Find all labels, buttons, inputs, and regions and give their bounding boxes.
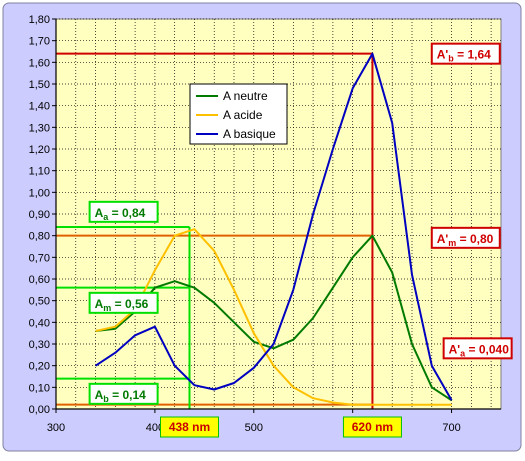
- y-tick-label: 1,30: [29, 122, 50, 134]
- y-tick-label: 1,80: [29, 14, 50, 26]
- y-tick-label: 0,20: [29, 361, 50, 373]
- y-tick-label: 0,40: [29, 317, 50, 329]
- annotation-label-aa: Aa = 0,84: [95, 206, 146, 222]
- y-tick-label: 1,70: [29, 36, 50, 48]
- y-tick-label: 0,70: [29, 252, 50, 264]
- y-tick-label: 1,10: [29, 166, 50, 178]
- y-tick-label: 0,00: [29, 404, 50, 416]
- annotation-box-am: [88, 291, 159, 314]
- x-tick-label: 500: [245, 422, 263, 434]
- annotation-label-ab: Ab = 0,14: [95, 388, 147, 404]
- x-tick-label: 400: [146, 422, 164, 434]
- annotation-box-aa: [88, 200, 159, 223]
- y-tick-label: 0,60: [29, 274, 50, 286]
- series-lines: [95, 52, 453, 406]
- axes: 0,00 0,10 0,20 0,30 0,40 0,50 0,60 0,70 0,80 0,90…: [29, 14, 501, 434]
- wavelength-label-lambda-620: 620 nm: [352, 420, 393, 434]
- legend-entry: A neutre: [223, 89, 268, 103]
- y-tick-label: 1,40: [29, 101, 50, 113]
- series-line-a-acide: [95, 228, 452, 406]
- annotation-label-am: Am = 0,56: [95, 297, 149, 313]
- y-tick-label: 0,80: [29, 231, 50, 243]
- y-tick-label: 1,20: [29, 144, 50, 156]
- y-tick-label: 1,60: [29, 57, 50, 69]
- annotations: A'b = 1,64 A'm = 0,80 A'a = 0,040 Aa = 0,84…: [88, 42, 513, 438]
- annotation-box-aa_prime: [442, 337, 513, 360]
- annotation-label-ab_prime: A'b = 1,64: [437, 48, 491, 64]
- legend-entry: A basique: [223, 127, 276, 141]
- series-line-a-basique: [95, 52, 453, 401]
- legend: A neutre A acide A basique: [189, 83, 288, 145]
- wavelength-label-lambda-438: 438 nm: [169, 420, 210, 434]
- legend-entry: A acide: [223, 108, 263, 122]
- y-tick-label: 0,90: [29, 209, 50, 221]
- wavelength-box-lambda-438: [160, 416, 219, 438]
- x-tick-label: 700: [442, 422, 460, 434]
- x-tick-label: 300: [47, 422, 65, 434]
- annotation-box-ab: [88, 382, 159, 405]
- y-tick-label: 0,30: [29, 339, 50, 351]
- y-tick-label: 0,50: [29, 296, 50, 308]
- series-line-a-neutre: [95, 234, 453, 402]
- annotation-box-ab_prime: [430, 42, 501, 65]
- y-tick-label: 0,10: [29, 382, 50, 394]
- annotation-label-aa_prime: A'a = 0,040: [449, 342, 510, 358]
- wavelength-box-lambda-620: [342, 416, 402, 438]
- y-tick-label: 1,50: [29, 79, 50, 91]
- annotation-label-am_prime: A'm = 0,80: [437, 232, 494, 248]
- annotation-box-am_prime: [430, 226, 501, 249]
- y-tick-label: 1,00: [29, 187, 50, 199]
